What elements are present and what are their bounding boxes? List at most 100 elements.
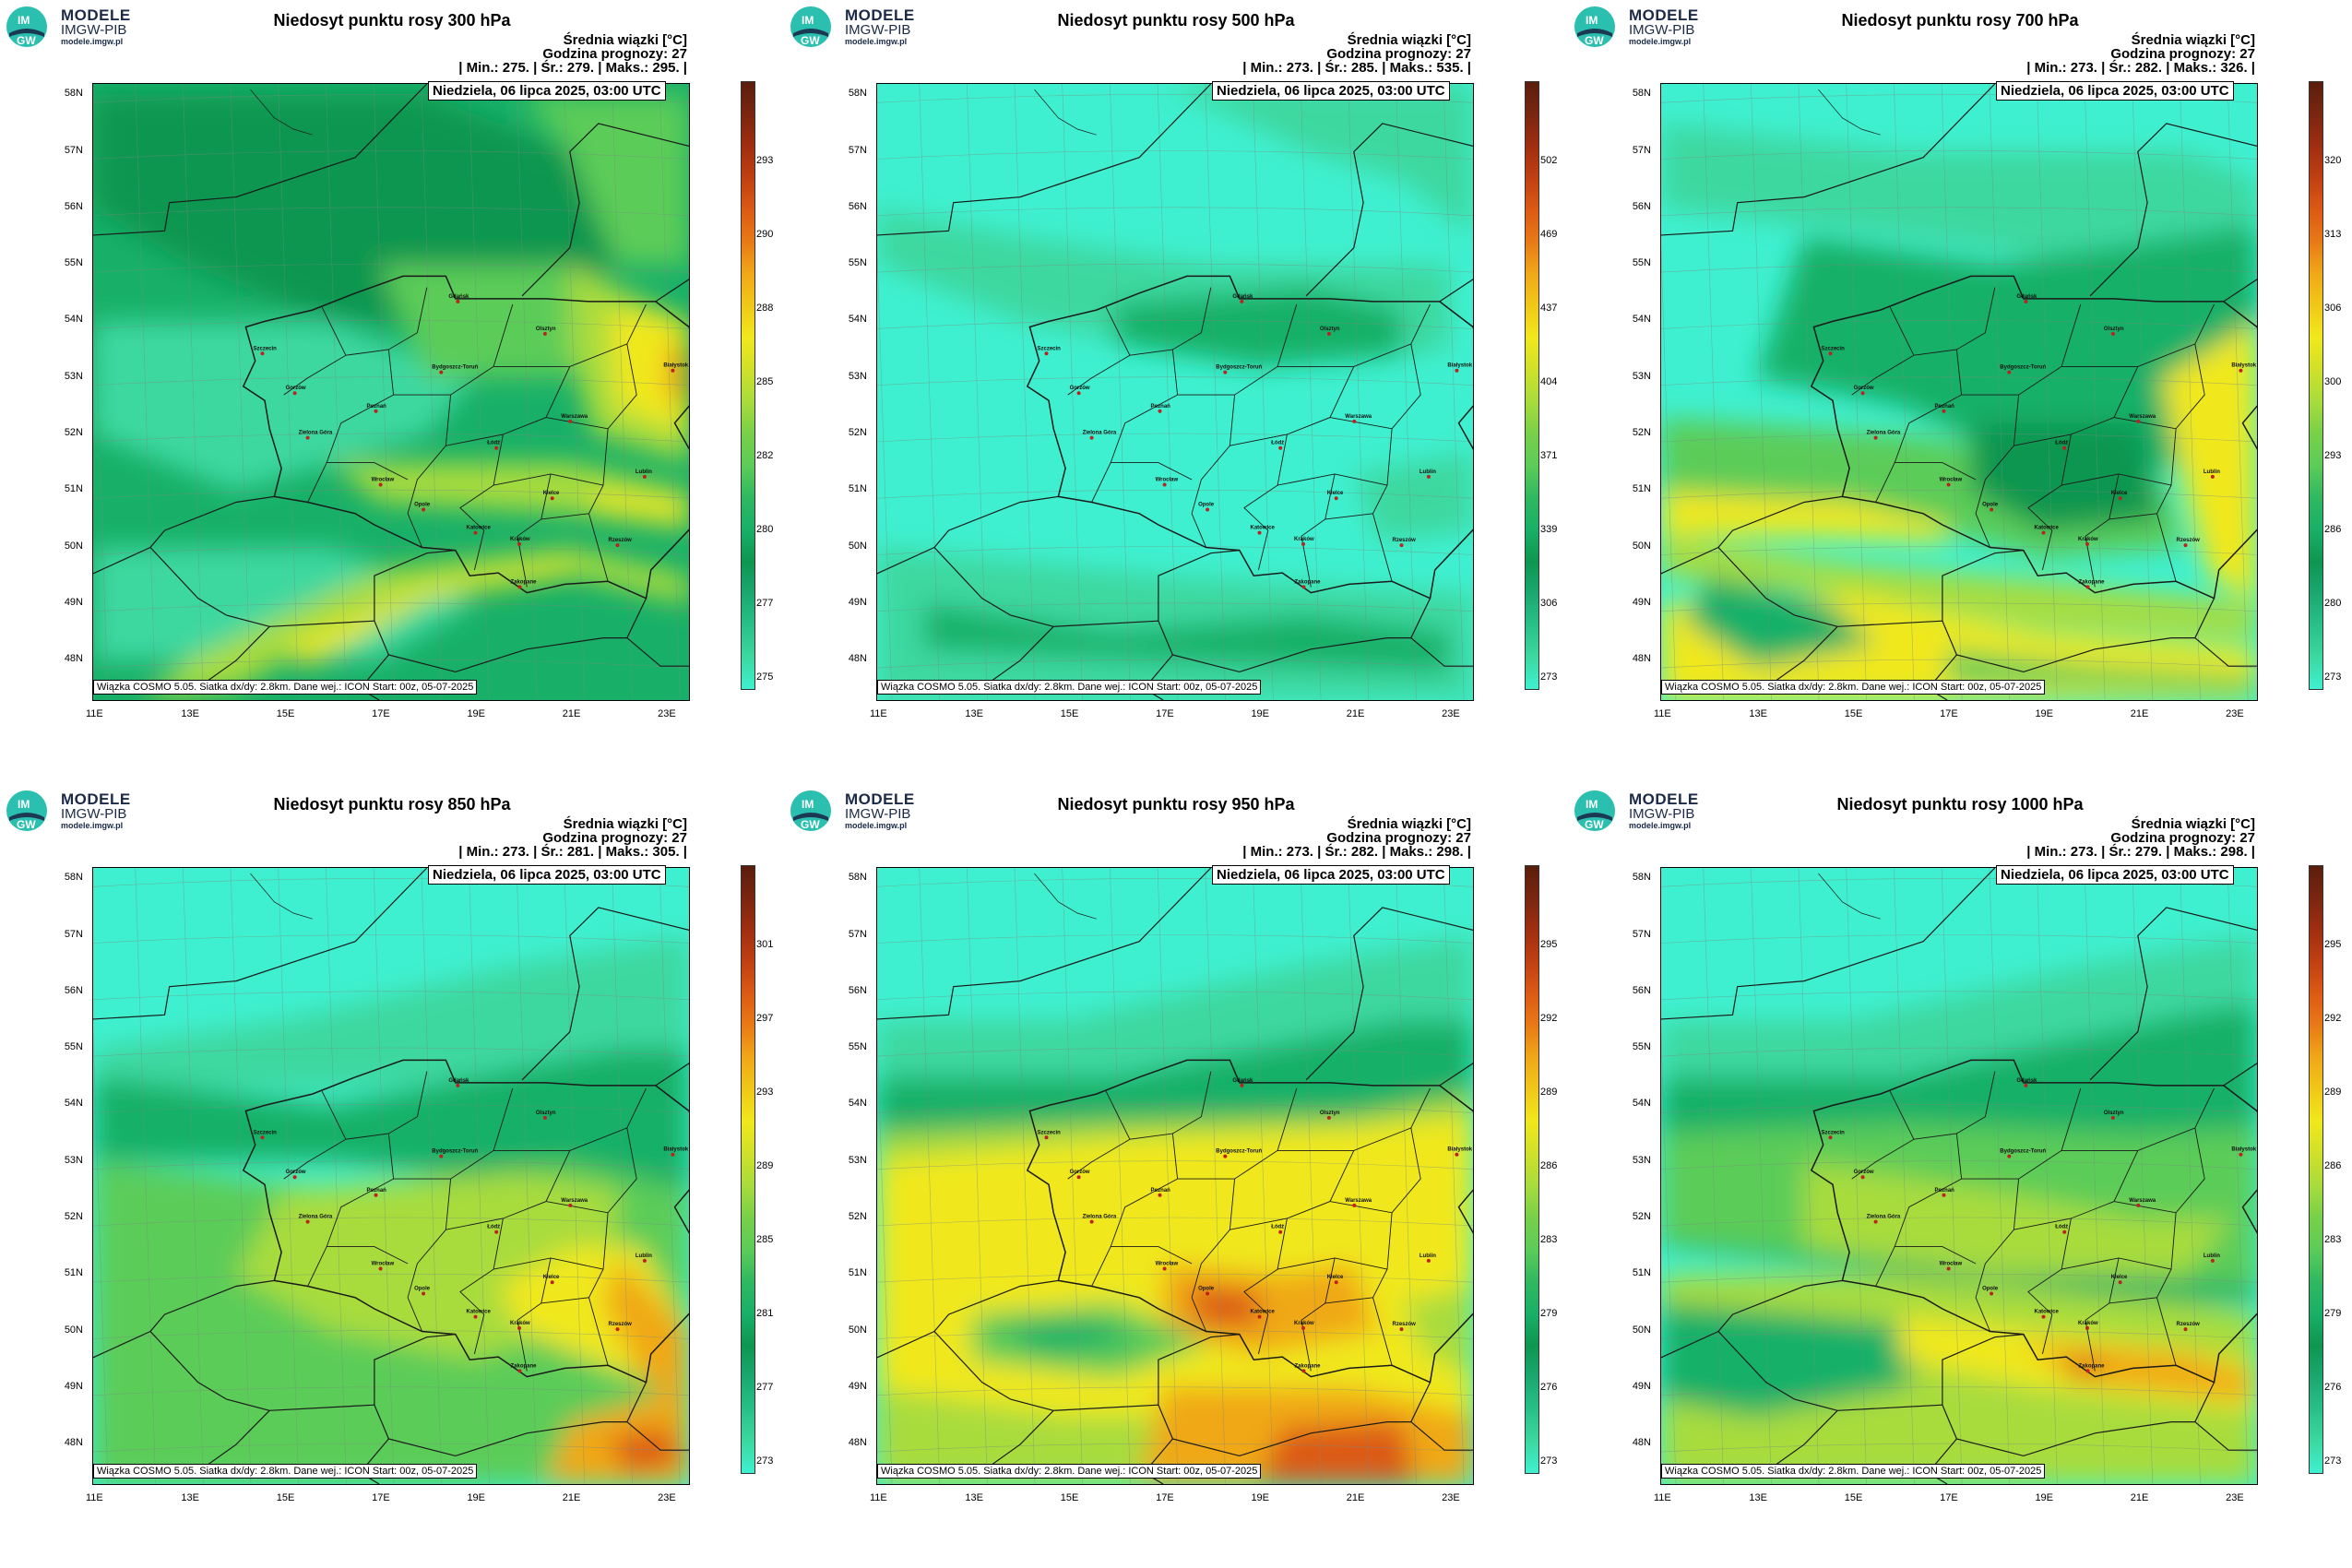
city-marker[interactable] (1873, 1219, 1878, 1224)
city-marker[interactable] (1278, 445, 1283, 450)
city-marker[interactable] (1044, 351, 1049, 356)
city-marker[interactable] (1334, 496, 1338, 501)
city-marker[interactable] (1158, 409, 1162, 413)
city-marker[interactable] (550, 496, 554, 501)
city-marker[interactable] (568, 1203, 573, 1207)
city-marker[interactable] (2136, 419, 2141, 423)
city-marker[interactable] (494, 1229, 499, 1234)
city-marker[interactable] (1162, 1266, 1167, 1271)
city-marker[interactable] (2136, 1203, 2141, 1207)
map-area[interactable]: Gdańsk Olsztyn Białystok Szczecin Bydgoszcz-… (92, 83, 690, 701)
map-area[interactable]: Gdańsk Olsztyn Białystok Szczecin Bydgoszcz-… (876, 867, 1474, 1485)
city-marker[interactable] (1352, 419, 1357, 423)
city-marker[interactable] (2007, 370, 2012, 374)
city-marker[interactable] (615, 543, 620, 548)
city-marker[interactable] (1426, 1258, 1431, 1263)
city-marker[interactable] (1240, 299, 1244, 303)
city-marker[interactable] (456, 299, 460, 303)
city-marker[interactable] (1044, 1135, 1049, 1140)
city-marker[interactable] (292, 391, 297, 396)
city-marker[interactable] (305, 1219, 310, 1224)
city-marker[interactable] (1828, 1135, 1833, 1140)
city-marker[interactable] (2183, 543, 2188, 548)
city-marker[interactable] (2024, 299, 2028, 303)
city-marker[interactable] (1301, 1325, 1305, 1330)
city-marker[interactable] (1162, 482, 1167, 487)
city-marker[interactable] (1223, 370, 1228, 374)
city-marker[interactable] (642, 1258, 647, 1263)
city-marker[interactable] (1301, 541, 1305, 546)
city-marker[interactable] (671, 1152, 675, 1157)
city-marker[interactable] (550, 1280, 554, 1285)
city-marker[interactable] (2085, 585, 2090, 589)
city-marker[interactable] (2024, 1083, 2028, 1087)
city-marker[interactable] (2239, 1152, 2243, 1157)
city-marker[interactable] (292, 1175, 297, 1180)
city-marker[interactable] (2239, 368, 2243, 373)
city-marker[interactable] (1257, 530, 1262, 535)
city-marker[interactable] (1860, 391, 1865, 396)
city-marker[interactable] (374, 409, 378, 413)
city-marker[interactable] (1089, 1219, 1094, 1224)
city-marker[interactable] (1942, 1193, 1946, 1197)
city-marker[interactable] (517, 585, 522, 589)
city-marker[interactable] (2041, 530, 2046, 535)
city-marker[interactable] (1326, 331, 1331, 336)
city-marker[interactable] (1076, 391, 1081, 396)
city-marker[interactable] (1206, 1291, 1210, 1296)
city-marker[interactable] (517, 541, 521, 546)
city-marker[interactable] (378, 482, 383, 487)
city-marker[interactable] (422, 507, 426, 512)
city-marker[interactable] (2085, 541, 2089, 546)
city-marker[interactable] (1860, 1175, 1865, 1180)
map-area[interactable]: Gdańsk Olsztyn Białystok Szczecin Bydgoszcz-… (92, 867, 690, 1485)
city-marker[interactable] (1946, 482, 1951, 487)
city-marker[interactable] (1942, 409, 1946, 413)
city-marker[interactable] (439, 370, 444, 374)
city-marker[interactable] (2110, 331, 2115, 336)
city-marker[interactable] (1206, 507, 1210, 512)
city-marker[interactable] (568, 419, 573, 423)
city-marker[interactable] (1301, 1369, 1306, 1373)
city-marker[interactable] (2062, 1229, 2067, 1234)
city-marker[interactable] (1089, 435, 1094, 440)
city-marker[interactable] (1990, 507, 1994, 512)
city-marker[interactable] (1223, 1154, 1228, 1158)
city-marker[interactable] (2210, 1258, 2215, 1263)
city-marker[interactable] (374, 1193, 378, 1197)
city-marker[interactable] (1352, 1203, 1357, 1207)
city-marker[interactable] (260, 1135, 265, 1140)
city-marker[interactable] (1257, 1314, 1262, 1319)
city-marker[interactable] (2041, 1314, 2046, 1319)
city-marker[interactable] (671, 368, 675, 373)
city-marker[interactable] (542, 1115, 547, 1120)
city-marker[interactable] (542, 331, 547, 336)
city-marker[interactable] (1301, 585, 1306, 589)
map-area[interactable]: Gdańsk Olsztyn Białystok Szczecin Bydgoszcz-… (876, 83, 1474, 701)
city-marker[interactable] (494, 445, 499, 450)
city-marker[interactable] (2007, 1154, 2012, 1158)
city-marker[interactable] (305, 435, 310, 440)
city-marker[interactable] (439, 1154, 444, 1158)
city-marker[interactable] (1828, 351, 1833, 356)
city-marker[interactable] (378, 1266, 383, 1271)
city-marker[interactable] (1278, 1229, 1283, 1234)
city-marker[interactable] (1990, 1291, 1994, 1296)
city-marker[interactable] (1946, 1266, 1951, 1271)
city-marker[interactable] (517, 1325, 521, 1330)
city-marker[interactable] (1326, 1115, 1331, 1120)
city-marker[interactable] (260, 351, 265, 356)
city-marker[interactable] (1399, 1327, 1404, 1332)
city-marker[interactable] (473, 1314, 478, 1319)
city-marker[interactable] (1334, 1280, 1338, 1285)
city-marker[interactable] (2110, 1115, 2115, 1120)
city-marker[interactable] (2183, 1327, 2188, 1332)
city-marker[interactable] (2210, 474, 2215, 479)
city-marker[interactable] (1426, 474, 1431, 479)
city-marker[interactable] (1873, 435, 1878, 440)
city-marker[interactable] (456, 1083, 460, 1087)
city-marker[interactable] (1076, 1175, 1081, 1180)
city-marker[interactable] (2062, 445, 2067, 450)
city-marker[interactable] (1240, 1083, 1244, 1087)
city-marker[interactable] (2085, 1369, 2090, 1373)
